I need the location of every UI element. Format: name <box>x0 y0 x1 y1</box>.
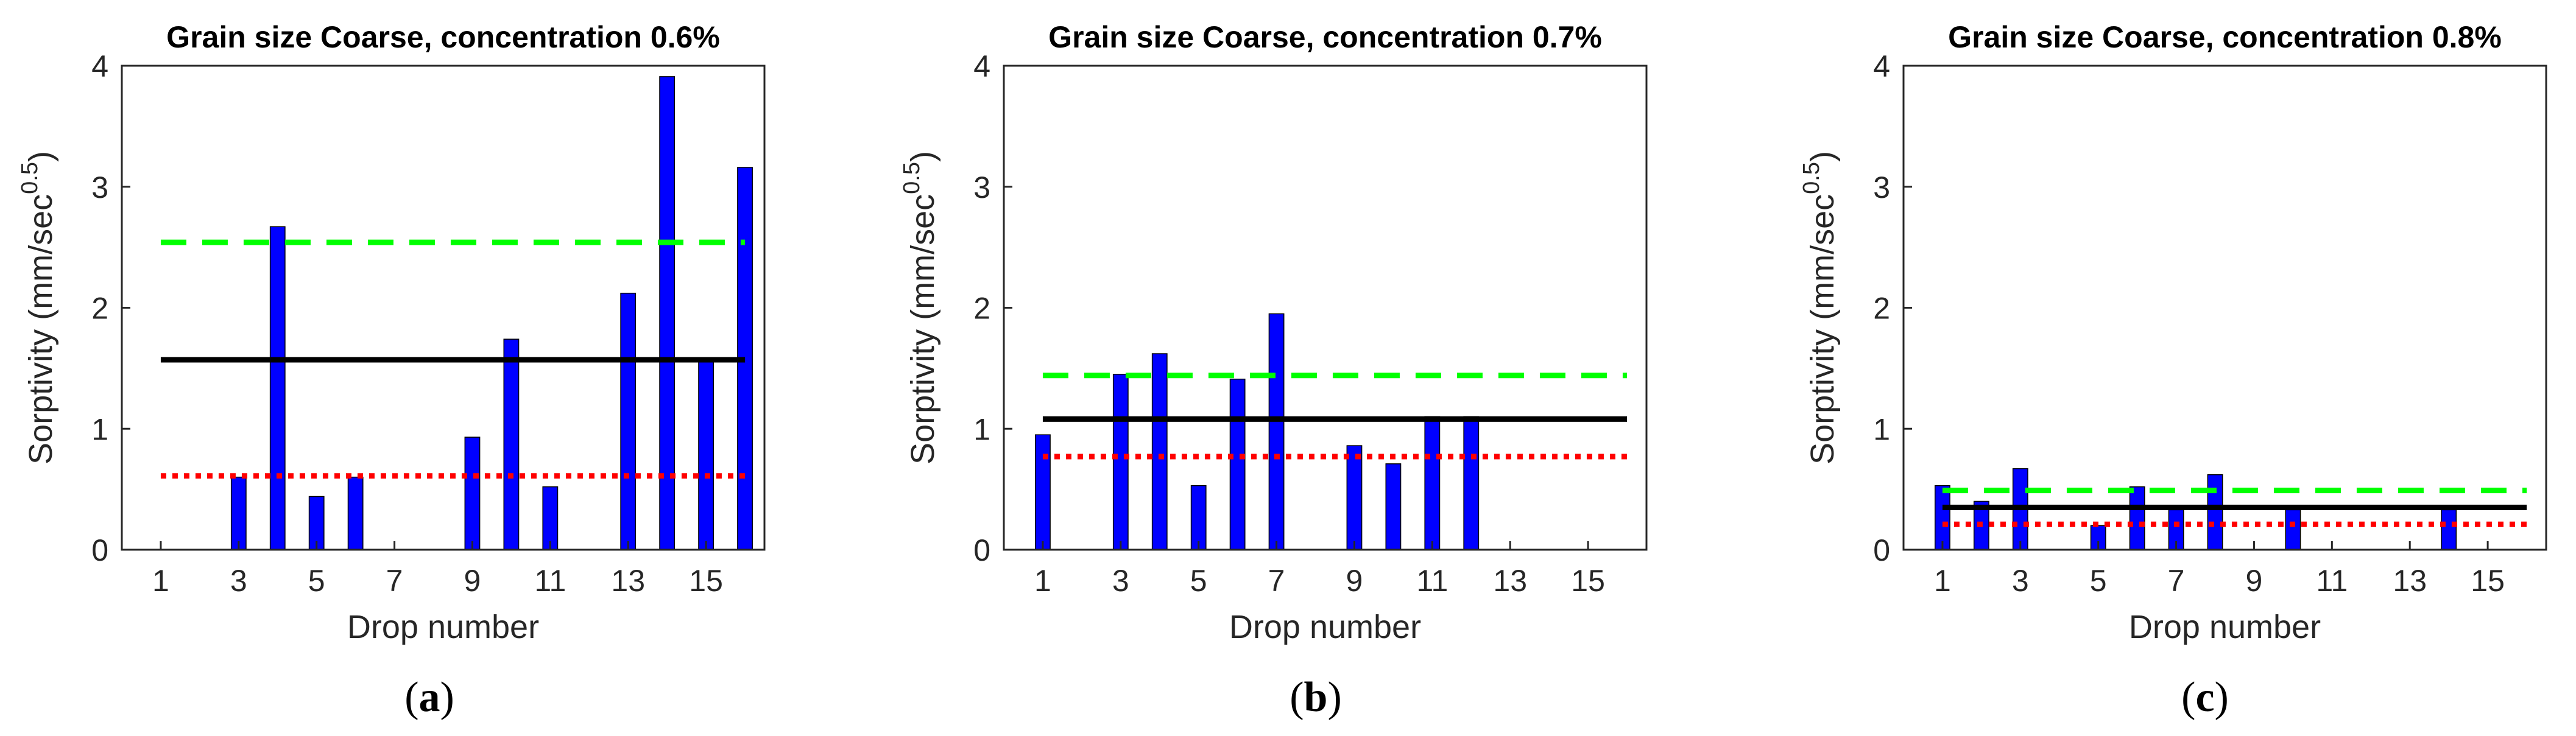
caption-close: ) <box>440 674 454 721</box>
bar-drop-4 <box>269 226 286 550</box>
bar-drop-7 <box>1268 313 1285 550</box>
x-tick-label: 5 <box>1190 564 1207 598</box>
x-tick-label: 11 <box>534 564 566 598</box>
panel-caption: (c) <box>2181 674 2229 721</box>
x-tick-label: 7 <box>386 564 403 598</box>
bar-drop-9 <box>1346 445 1363 550</box>
x-tick-label: 5 <box>308 564 325 598</box>
x-tick-label: 3 <box>2012 564 2029 598</box>
caption-close: ) <box>2215 674 2229 721</box>
y-axis-label-close: ) <box>1804 151 1841 162</box>
x-tick-label: 11 <box>2316 564 2348 598</box>
y-tick-label: 0 <box>91 533 108 567</box>
y-tick-label: 4 <box>1873 49 1890 83</box>
x-axis-label: Drop number <box>347 609 539 645</box>
y-tick-label: 0 <box>1873 533 1890 567</box>
chart-panel-a: Grain size Coarse, concentration 0.6% 0 1 2… <box>17 20 766 721</box>
chart-panel-c: Grain size Coarse, concentration 0.8% 0 1 2… <box>1799 20 2547 721</box>
y-axis-label-main: Sorptivity (mm/sec <box>905 194 941 464</box>
y-axis-label: Sorptivity (mm/sec0.5) <box>1799 151 1841 464</box>
y-axis-label-exponent: 0.5 <box>899 162 925 194</box>
bar-drop-6 <box>2129 486 2145 550</box>
bar-drop-10 <box>503 338 520 550</box>
x-axis-label: Drop number <box>2129 609 2321 645</box>
x-tick-label: 7 <box>1268 564 1285 598</box>
bar-drop-6 <box>347 477 364 550</box>
caption-close: ) <box>1327 674 1341 721</box>
y-axis-label: Sorptivity (mm/sec0.5) <box>17 151 59 464</box>
y-tick-label: 1 <box>1873 412 1890 446</box>
x-tick-label: 5 <box>2090 564 2107 598</box>
bar-drop-1 <box>1935 485 1950 550</box>
bar-drop-3 <box>230 477 247 550</box>
chart-panel-b: Grain size Coarse, concentration 0.7% 0 1 2… <box>899 20 1648 721</box>
x-tick-label: 13 <box>611 564 645 598</box>
y-tick-label: 3 <box>1873 170 1890 205</box>
bar-drop-15 <box>698 359 714 550</box>
y-tick-label: 3 <box>973 170 990 205</box>
chart-title: Grain size Coarse, concentration 0.7% <box>1048 20 1602 54</box>
x-tick-label: 3 <box>230 564 247 598</box>
y-tick-label: 2 <box>91 292 108 326</box>
bar-drop-10 <box>2285 509 2301 550</box>
x-tick-label: 15 <box>689 564 723 598</box>
axes-box <box>1902 65 2547 551</box>
caption-open: ( <box>2181 674 2195 721</box>
bar-drop-11 <box>1424 416 1441 550</box>
bar-drop-6 <box>1229 379 1246 550</box>
bar-drop-1 <box>1035 434 1051 550</box>
x-tick-label: 1 <box>1034 564 1051 598</box>
caption-letter: a <box>419 674 440 721</box>
axes-box <box>1003 65 1648 551</box>
y-tick-label: 3 <box>91 170 108 205</box>
x-tick-label: 13 <box>2393 564 2427 598</box>
y-tick-label: 0 <box>973 533 990 567</box>
bar-drop-11 <box>542 486 559 550</box>
x-tick-label: 1 <box>152 564 169 598</box>
bar-drop-14 <box>659 76 676 550</box>
y-axis-label-close: ) <box>905 151 941 162</box>
chart-title: Grain size Coarse, concentration 0.8% <box>1948 20 2502 54</box>
x-axis-label: Drop number <box>1229 609 1421 645</box>
x-tick-label: 9 <box>1346 564 1363 598</box>
y-tick-label: 1 <box>91 412 108 446</box>
y-tick-label: 2 <box>1873 292 1890 326</box>
x-tick-label: 1 <box>1934 564 1951 598</box>
bar-drop-12 <box>1463 416 1480 550</box>
bar-drop-14 <box>2441 509 2457 550</box>
caption-letter: c <box>2195 674 2214 721</box>
y-axis-label-main: Sorptivity (mm/sec <box>23 194 59 464</box>
bar-drop-10 <box>1385 463 1402 550</box>
y-axis-label-main: Sorptivity (mm/sec <box>1804 194 1841 464</box>
bar-drop-3 <box>1112 374 1129 550</box>
x-tick-label: 3 <box>1112 564 1129 598</box>
x-tick-label: 7 <box>2168 564 2185 598</box>
caption-open: ( <box>1290 674 1304 721</box>
caption-open: ( <box>404 674 418 721</box>
y-axis-label-close: ) <box>23 151 59 162</box>
x-tick-label: 15 <box>1571 564 1605 598</box>
bar-drop-9 <box>464 436 481 550</box>
x-tick-label: 11 <box>1416 564 1448 598</box>
x-tick-label: 15 <box>2471 564 2505 598</box>
y-tick-label: 2 <box>973 292 990 326</box>
bar-drop-4 <box>1151 353 1168 550</box>
panel-caption: (b) <box>1290 674 1342 721</box>
panel-caption: (a) <box>404 674 454 721</box>
x-tick-label: 9 <box>464 564 481 598</box>
caption-letter: b <box>1304 674 1328 721</box>
bar-drop-8 <box>2207 474 2223 550</box>
y-axis-label-exponent: 0.5 <box>17 162 43 194</box>
bar-drop-5 <box>1190 485 1207 550</box>
y-axis-label-exponent: 0.5 <box>1799 162 1824 194</box>
chart-title: Grain size Coarse, concentration 0.6% <box>166 20 720 54</box>
y-axis-label: Sorptivity (mm/sec0.5) <box>899 151 941 464</box>
y-tick-label: 4 <box>91 49 108 83</box>
bar-drop-13 <box>620 292 637 550</box>
x-tick-label: 9 <box>2246 564 2263 598</box>
y-tick-label: 4 <box>973 49 990 83</box>
x-tick-label: 13 <box>1493 564 1527 598</box>
y-tick-label: 1 <box>973 412 990 446</box>
